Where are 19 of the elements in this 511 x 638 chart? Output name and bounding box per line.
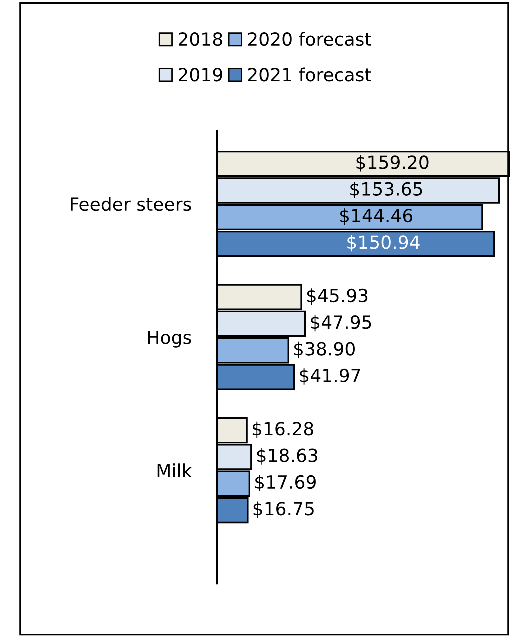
data-label: $18.63: [257, 448, 318, 465]
data-label: $150.94: [348, 235, 420, 252]
y-tick-label: Milk: [158, 464, 192, 478]
data-label: $45.93: [307, 288, 368, 305]
data-label: $38.90: [294, 342, 355, 358]
data-label: $17.69: [256, 475, 316, 492]
data-label: $47.95: [311, 315, 372, 332]
legend-label: 2018: [179, 32, 222, 46]
data-label: $153.65: [350, 182, 422, 198]
data-label: $16.28: [252, 422, 314, 438]
legend-label: 2021 forecast: [248, 68, 372, 82]
data-label: $159.20: [356, 155, 429, 172]
legend-label: 2020 forecast: [248, 32, 372, 46]
legend-label: 2019: [179, 68, 222, 82]
data-label: $16.75: [254, 502, 314, 518]
y-tick-label: Hogs: [148, 330, 192, 348]
data-label: $41.97: [300, 368, 360, 385]
y-tick-label: Feeder steers: [71, 197, 192, 212]
data-label: $144.46: [340, 208, 413, 226]
